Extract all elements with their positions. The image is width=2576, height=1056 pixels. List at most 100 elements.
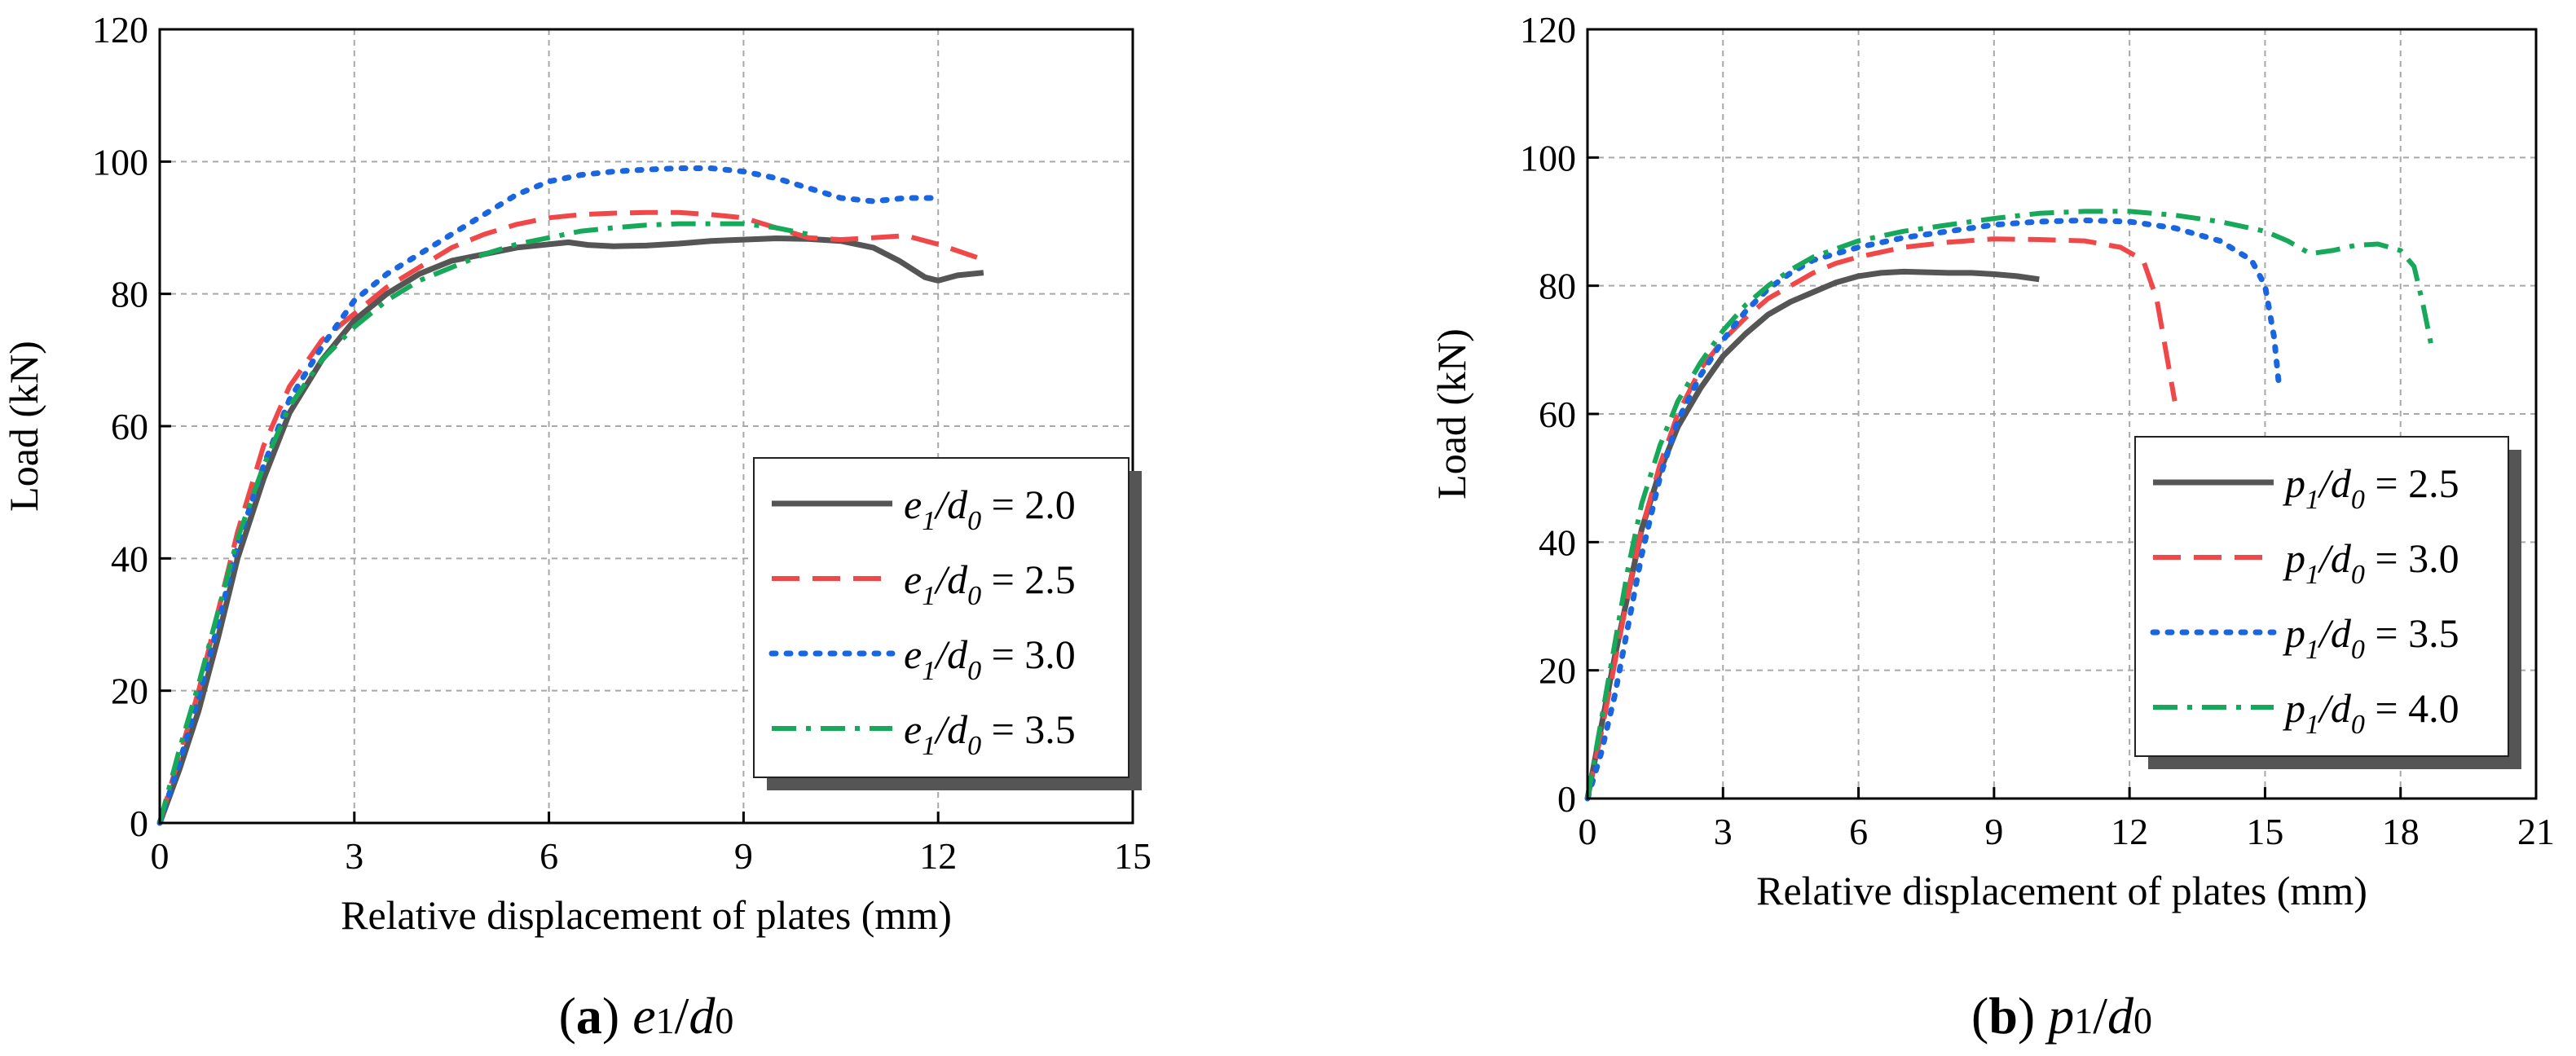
series-line-3 [1584, 217, 2282, 802]
y-tick-label: 100 [1520, 137, 1576, 178]
legend-sub: 1 [2305, 635, 2319, 665]
y-tick-label: 0 [1557, 778, 1576, 820]
legend-sub: 0 [2351, 710, 2365, 740]
legend-sub: 0 [967, 731, 981, 761]
caption-sep: / [675, 987, 689, 1045]
legend-sub: 1 [922, 731, 936, 761]
legend-sep: /d [2317, 685, 2352, 731]
series-line-4 [1585, 209, 2435, 799]
x-tick-label: 15 [2246, 811, 2283, 852]
legend-label-3: p1/d0 = 3.5 [2283, 610, 2459, 665]
caption-sep: / [2093, 987, 2107, 1045]
legend-label-2: p1/d0 = 3.0 [2283, 535, 2459, 590]
legend-sep: /d [2317, 535, 2352, 581]
legend-var: p [2283, 685, 2305, 731]
series-line-3 [156, 165, 941, 826]
legend-var: e [904, 557, 922, 602]
caption-paren: ) [2018, 987, 2048, 1045]
y-tick-label: 40 [111, 538, 148, 579]
legend-sep: /d [2317, 460, 2352, 506]
legend-sep: /d [933, 482, 968, 527]
y-tick-label: 80 [111, 274, 148, 315]
y-tick-label: 0 [130, 803, 148, 844]
legend-sep: /d [933, 557, 968, 602]
caption-paren: ( [559, 987, 576, 1045]
legend-box [753, 457, 1129, 778]
legend-sub: 1 [922, 656, 936, 686]
caption-sub: 0 [715, 1000, 733, 1041]
legend-label-1: p1/d0 = 2.5 [2283, 460, 2459, 515]
legend-sub: 0 [967, 656, 981, 686]
x-axis-label: Relative displacement of plates (mm) [341, 892, 952, 938]
legend: e1/d0 = 2.0e1/d0 = 2.5e1/d0 = 3.0e1/d0 =… [753, 457, 1142, 790]
legend-sub: 0 [967, 506, 981, 536]
caption-paren: ) [602, 987, 632, 1045]
legend-sep: /d [933, 631, 968, 677]
series-line-1 [156, 235, 984, 825]
legend-sub: 1 [922, 581, 936, 611]
legend-value: = 3.0 [981, 631, 1076, 677]
x-tick-label: 0 [151, 835, 170, 877]
x-tick-label: 3 [345, 835, 363, 877]
legend-sub: 1 [2305, 710, 2319, 740]
series-line-4 [157, 221, 809, 824]
legend-label-4: e1/d0 = 3.5 [904, 706, 1076, 761]
legend-sep: /d [933, 706, 968, 752]
legend-value: = 3.0 [2365, 535, 2459, 581]
y-tick-label: 120 [92, 9, 148, 51]
legend-var: e [904, 706, 922, 752]
series-line-2 [1585, 236, 2177, 799]
x-tick-label: 6 [539, 835, 558, 877]
series-line-1 [1584, 268, 2040, 799]
caption-letter: b [1988, 987, 2018, 1045]
caption-denom: d [689, 987, 716, 1045]
legend-var: e [904, 482, 922, 527]
series-line-2 [157, 209, 978, 824]
legend-value: = 4.0 [2365, 685, 2459, 731]
x-tick-label: 12 [2111, 811, 2148, 852]
legend-value: = 2.5 [2365, 460, 2459, 506]
legend-box [2134, 436, 2509, 757]
legend-value: = 3.5 [981, 706, 1076, 752]
legend-sub: 1 [2305, 485, 2319, 515]
legend-value: = 3.5 [2365, 610, 2459, 656]
y-axis-label: Load (kN) [1429, 328, 1474, 499]
y-tick-label: 120 [1520, 9, 1576, 51]
caption-sub: 1 [2074, 1000, 2093, 1041]
caption-sub: 1 [656, 1000, 675, 1041]
x-tick-label: 3 [1714, 811, 1733, 852]
y-tick-label: 80 [1539, 266, 1576, 307]
caption-denom: d [2107, 987, 2134, 1045]
x-tick-label: 15 [1114, 835, 1151, 877]
caption-param: p [2045, 987, 2074, 1045]
x-tick-label: 18 [2382, 811, 2420, 852]
legend-sep: /d [2317, 610, 2352, 656]
legend-var: p [2283, 535, 2305, 581]
x-tick-label: 12 [919, 835, 957, 877]
y-tick-label: 100 [92, 141, 148, 183]
legend-label-4: p1/d0 = 4.0 [2283, 685, 2459, 740]
legend-sub: 1 [922, 506, 936, 536]
legend-value: = 2.0 [981, 482, 1076, 527]
legend-value: = 2.5 [981, 557, 1076, 602]
y-tick-label: 60 [1539, 394, 1576, 435]
caption-letter: a [576, 987, 602, 1045]
caption-sub: 0 [2133, 1000, 2152, 1041]
caption-param: e [632, 987, 655, 1045]
legend-label-1: e1/d0 = 2.0 [904, 482, 1076, 536]
legend-sub: 0 [967, 581, 981, 611]
caption-paren: ( [1971, 987, 1988, 1045]
legend-label-2: e1/d0 = 2.5 [904, 557, 1076, 611]
x-tick-label: 9 [734, 835, 753, 877]
x-tick-label: 21 [2517, 811, 2555, 852]
legend-var: e [904, 631, 922, 677]
legend-sub: 0 [2351, 485, 2365, 515]
legend-sub: 1 [2305, 560, 2319, 590]
legend-var: p [2283, 460, 2305, 506]
legend-sub: 0 [2351, 560, 2365, 590]
legend-var: p [2283, 610, 2305, 656]
panel-caption: (b) p1/d0 [1971, 987, 2152, 1045]
y-tick-label: 20 [1539, 650, 1576, 692]
